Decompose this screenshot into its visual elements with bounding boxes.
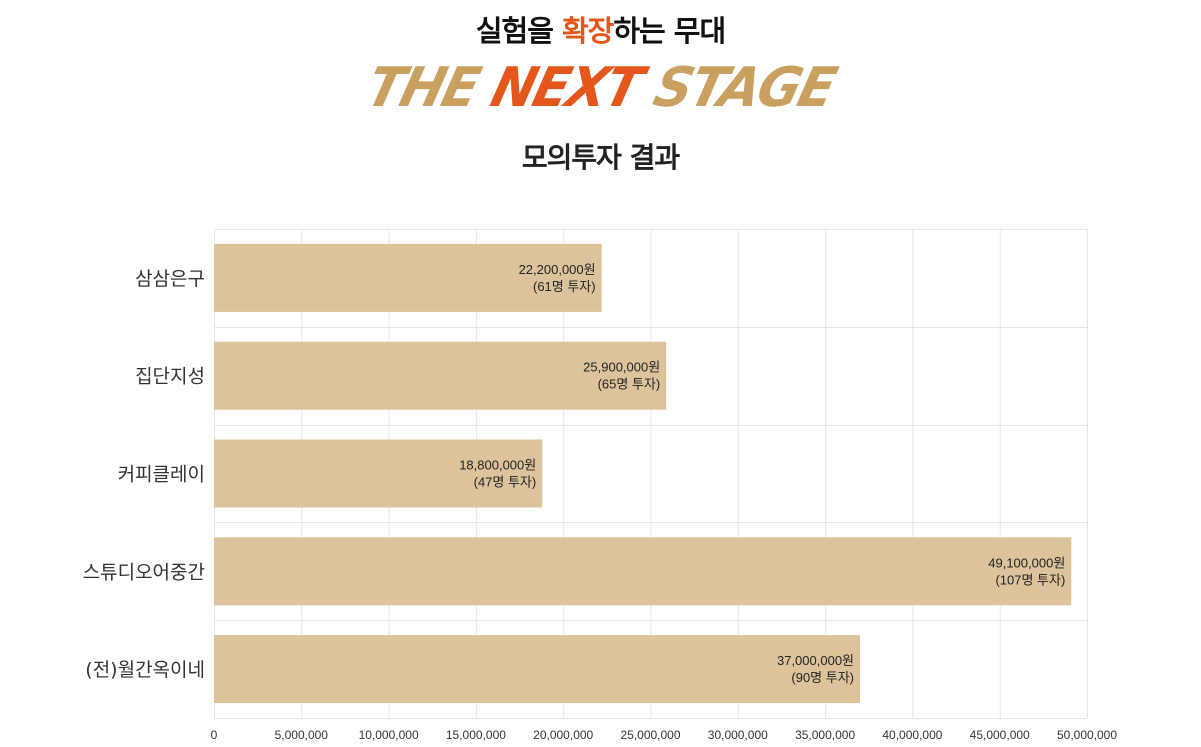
bars [214,243,1072,704]
data-label-amount: 49,100,000원 [988,555,1065,570]
event-title-post: 하는 무대 [613,14,726,48]
results-subtitle: 모의투자 결과 [521,141,680,174]
bar [214,537,1072,606]
data-label-amount: 37,000,000원 [777,653,854,668]
category-label: 스튜디오어중간 [83,561,205,583]
x-tick-label: 30,000,000 [708,728,768,742]
event-title-pre: 실험을 [475,14,562,48]
data-label-investors: (61명 투자) [533,279,596,294]
x-tick-label: 15,000,000 [446,728,506,742]
x-axis-ticks: 0 5,000,000 10,000,000 15,000,000 20,000,000… [211,728,1118,742]
x-tick-label: 45,000,000 [970,728,1030,742]
page-header: 실험을 확장하는 무대 THE NEXT STAGE 모의투자 결과 [0,0,1201,190]
x-tick-label: 40,000,000 [882,728,942,742]
bar [214,341,667,410]
x-tick-label: 20,000,000 [533,728,593,742]
bar [214,635,861,704]
category-label: 삼삼은구 [135,268,205,290]
category-label: 커피클레이 [118,464,205,486]
x-tick-label: 35,000,000 [795,728,855,742]
category-label: (전)월간옥이네 [85,659,205,681]
x-tick-label: 25,000,000 [620,728,680,742]
category-label: 집단지성 [135,366,205,388]
bar [214,243,602,312]
data-label-investors: (90명 투자) [791,670,854,685]
data-labels: 22,200,000원 (61명 투자) 25,900,000원 (65명 투자) 18… [459,262,1065,685]
event-title-accent: 확장 [561,14,614,48]
data-label-amount: 18,800,000원 [459,458,536,473]
x-tick-label: 0 [211,728,218,742]
x-tick-label: 10,000,000 [359,728,419,742]
x-tick-label: 5,000,000 [275,728,329,742]
x-tick-label: 50,000,000 [1057,728,1117,742]
data-label-investors: (107명 투자) [995,572,1065,587]
event-title: 실험을 확장하는 무대 [0,8,1201,50]
bar [214,439,543,508]
data-label-investors: (65명 투자) [598,377,661,392]
data-label-amount: 25,900,000원 [583,360,660,375]
data-label-investors: (47명 투자) [474,475,537,490]
data-label-amount: 22,200,000원 [519,262,596,277]
